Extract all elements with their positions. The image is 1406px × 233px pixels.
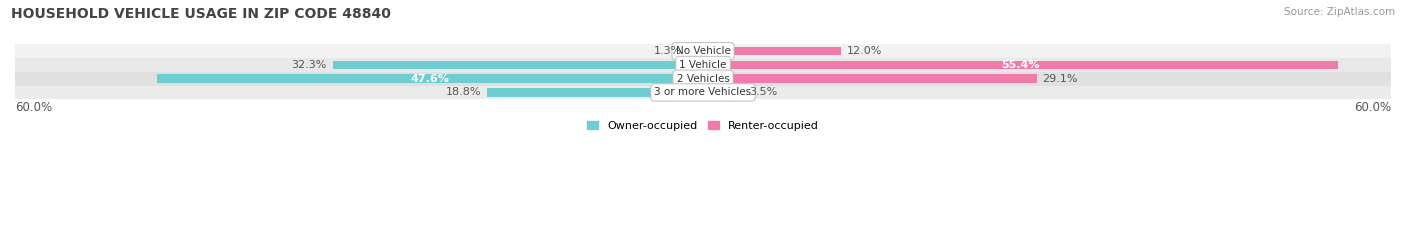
Text: 3 or more Vehicles: 3 or more Vehicles — [654, 87, 752, 97]
Text: 47.6%: 47.6% — [411, 74, 450, 84]
Bar — [333, 61, 703, 69]
Text: No Vehicle: No Vehicle — [675, 46, 731, 56]
Bar — [703, 47, 841, 55]
Text: HOUSEHOLD VEHICLE USAGE IN ZIP CODE 48840: HOUSEHOLD VEHICLE USAGE IN ZIP CODE 4884… — [11, 7, 391, 21]
Text: 2 Vehicles: 2 Vehicles — [676, 74, 730, 84]
Bar — [15, 72, 1391, 86]
Text: 3.5%: 3.5% — [749, 87, 778, 97]
Text: 1.3%: 1.3% — [654, 46, 682, 56]
Bar — [157, 74, 703, 83]
Text: 60.0%: 60.0% — [15, 101, 52, 114]
Text: 32.3%: 32.3% — [291, 60, 326, 70]
Text: 1 Vehicle: 1 Vehicle — [679, 60, 727, 70]
Text: Source: ZipAtlas.com: Source: ZipAtlas.com — [1284, 7, 1395, 17]
Legend: Owner-occupied, Renter-occupied: Owner-occupied, Renter-occupied — [586, 121, 820, 131]
Bar — [703, 74, 1036, 83]
Text: 55.4%: 55.4% — [1001, 60, 1040, 70]
Text: 18.8%: 18.8% — [446, 87, 482, 97]
Bar — [15, 44, 1391, 58]
Text: 29.1%: 29.1% — [1042, 74, 1078, 84]
Bar — [688, 47, 703, 55]
Bar — [15, 86, 1391, 99]
Text: 12.0%: 12.0% — [846, 46, 882, 56]
Bar — [15, 58, 1391, 72]
Bar — [488, 88, 703, 97]
Text: 60.0%: 60.0% — [1354, 101, 1391, 114]
Bar — [703, 88, 744, 97]
Bar — [703, 61, 1339, 69]
